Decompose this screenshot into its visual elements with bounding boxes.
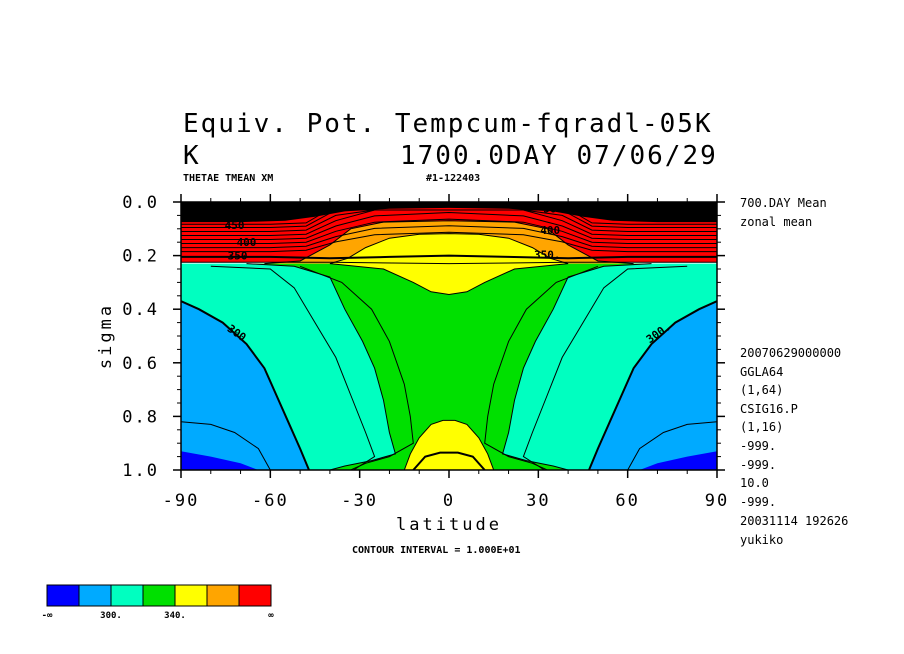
contour-label: 400 — [540, 224, 560, 237]
contour-label: 500 — [225, 203, 245, 216]
contour-290-right — [627, 421, 717, 470]
variable-name: THETAE TMEAN XM — [183, 173, 274, 184]
colorbar-swatch — [110, 584, 144, 607]
y-axis: 0.0 0.2 0.4 0.6 0.8 1.0 sigma — [96, 193, 725, 481]
x-tick-label: -60 — [252, 491, 289, 511]
meta-interval: 10.0 — [740, 476, 769, 490]
contour-interval: CONTOUR INTERVAL = 1.000E+01 — [352, 545, 521, 556]
y-axis-label: sigma — [96, 303, 116, 369]
region-blue-left — [181, 451, 259, 470]
region-yellow-surface — [404, 420, 494, 470]
meta-timestamp: 20031114 192626 — [740, 514, 849, 528]
y-tick-label: 0.2 — [122, 247, 159, 267]
info-mean: 700.DAY Mean — [740, 196, 827, 210]
meta-missing-1: -999. — [740, 439, 777, 453]
meta-missing-3: -999. — [740, 495, 777, 509]
meta-missing-2: -999. — [740, 458, 777, 472]
contour-330-right — [484, 265, 599, 470]
x-tick-label: 90 — [705, 491, 729, 511]
region-green — [246, 263, 652, 470]
contour-upper-0 — [181, 231, 717, 253]
contour-label: 450 — [225, 219, 245, 232]
contour-lines — [181, 205, 717, 470]
contour-upper-7 — [181, 205, 717, 225]
region-sky-left — [181, 301, 309, 470]
region-sky-right — [589, 301, 717, 470]
colorbar-label: 340. — [164, 611, 186, 621]
colorbar-swatch — [78, 584, 112, 607]
colorbar: -∞ 300. 340. ∞ — [42, 584, 274, 621]
colorbar-label: 300. — [100, 611, 122, 621]
contour-orange — [264, 220, 634, 265]
title-time: 1700.0DAY 07/06/29 — [400, 141, 718, 171]
meta-user: yukiko — [740, 533, 784, 547]
contour-label: 350. — [534, 248, 561, 261]
colorbar-swatch — [46, 584, 80, 607]
contour-label: 400 — [237, 236, 257, 249]
colorbar-label: -∞ — [42, 611, 53, 621]
meta-date: 20070629000000 — [740, 346, 842, 360]
x-tick-label: -90 — [163, 491, 200, 511]
region-blue-right — [639, 451, 717, 470]
contour-300-left — [181, 300, 310, 470]
contour-fills — [181, 202, 717, 470]
contour-320 — [246, 263, 652, 470]
x-tick-label: 30 — [526, 491, 550, 511]
contour-340-surface — [403, 419, 495, 470]
contour-upper-1 — [181, 225, 717, 249]
colorbar-swatch — [142, 584, 176, 607]
region-black-cap — [181, 202, 717, 223]
contour-label: 500 — [543, 203, 563, 216]
y-tick-label: 0.4 — [122, 300, 159, 320]
y-tick-label: 0.0 — [122, 193, 159, 213]
colorbar-swatch — [174, 584, 208, 607]
info-zonal: zonal mean — [740, 215, 813, 229]
contour-290-left — [181, 421, 271, 470]
x-tick-label: 0 — [443, 491, 455, 511]
x-tick-label: -30 — [341, 491, 378, 511]
colorbar-swatch — [206, 584, 240, 607]
title-unit: K — [183, 141, 201, 171]
y-tick-label: 0.6 — [122, 354, 159, 374]
contour-350-surface — [412, 451, 486, 470]
contour-300-right — [588, 300, 717, 470]
y-tick-label: 0.8 — [122, 407, 159, 427]
contour-330-left — [299, 265, 414, 470]
meta-grid-x-range: (1,64) — [740, 383, 784, 397]
contour-upper-3 — [181, 211, 717, 240]
x-tick-label: 60 — [615, 491, 639, 511]
x-axis: -90 -60 -30 0 30 60 90 latitude — [163, 194, 729, 535]
meta-grid-z-range: (1,16) — [740, 420, 784, 434]
contour-350 — [181, 254, 717, 260]
contour-label: 350 — [228, 250, 248, 263]
contour-upper-2 — [181, 218, 717, 244]
meta-grid-z: CSIG16.P — [740, 402, 798, 416]
y-tick-label: 1.0 — [122, 461, 159, 481]
x-axis-label: latitude — [396, 515, 502, 535]
run-id: #1-122403 — [426, 173, 481, 184]
title-line-1: Equiv. Pot. Tempcum-fqradl-05K — [183, 109, 713, 139]
meta-grid-x: GGLA64 — [740, 365, 784, 379]
colorbar-swatch — [238, 584, 272, 607]
colorbar-label: ∞ — [268, 611, 274, 621]
